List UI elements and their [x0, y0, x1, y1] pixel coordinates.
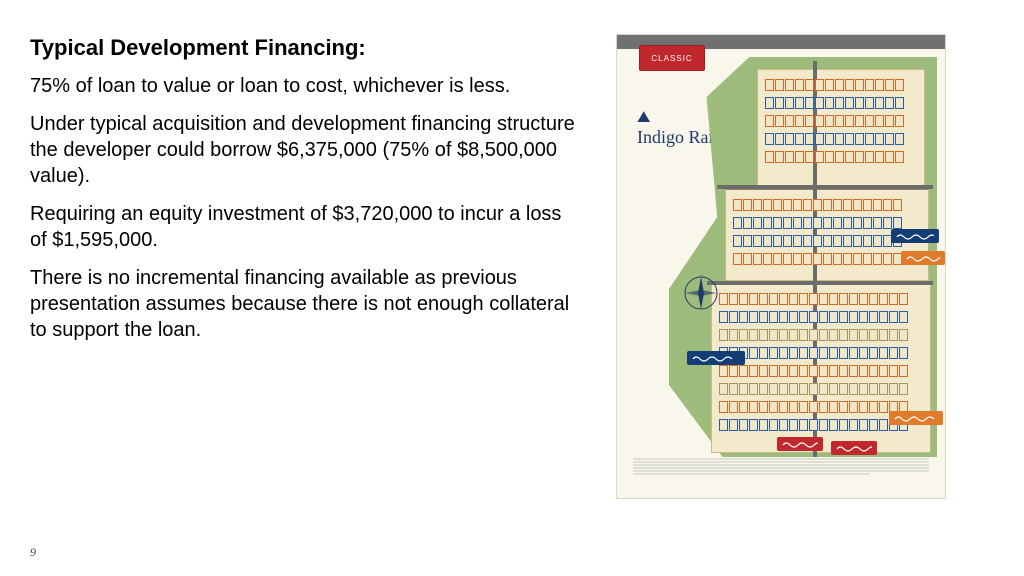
lot-row: [733, 217, 902, 229]
lot-row: [719, 347, 908, 359]
map-column: CLASSIC ⛰ Indigo Ranch: [601, 34, 961, 499]
paragraph-1: 75% of loan to value or loan to cost, wh…: [30, 73, 575, 99]
lot-row: [733, 199, 902, 211]
svg-text:N: N: [699, 275, 703, 278]
lot-row: [733, 253, 902, 265]
lot-row: [765, 79, 904, 91]
paragraph-2: Under typical acquisition and developmen…: [30, 111, 575, 189]
neighborhood-tag: [687, 351, 745, 365]
neighborhood-tag: [901, 251, 945, 265]
lot-row: [719, 401, 908, 413]
neighborhood-tag: [831, 441, 877, 455]
lot-row: [765, 115, 904, 127]
text-column: Typical Development Financing: 75% of lo…: [30, 34, 575, 499]
road-horiz-1: [717, 185, 933, 189]
neighborhood-tag: [891, 229, 939, 243]
lot-row: [719, 329, 908, 341]
lot-row: [733, 235, 902, 247]
content-row: Typical Development Financing: 75% of lo…: [30, 34, 994, 499]
brand-tag: CLASSIC: [639, 45, 705, 71]
road-horiz-2: [707, 281, 933, 285]
lot-row: [719, 383, 908, 395]
map-fineprint: [633, 458, 929, 488]
brand-label: CLASSIC: [651, 54, 692, 63]
compass-rose-icon: N: [683, 275, 719, 311]
lot-row: [719, 365, 908, 377]
lot-row: [719, 311, 908, 323]
neighborhood-tag: [889, 411, 943, 425]
lot-row: [765, 133, 904, 145]
lot-row: [765, 151, 904, 163]
paragraph-4: There is no incremental financing availa…: [30, 265, 575, 343]
page-number: 9: [30, 545, 36, 560]
slide: Typical Development Financing: 75% of lo…: [0, 0, 1024, 576]
slide-title: Typical Development Financing:: [30, 34, 575, 63]
neighborhood-tag: [777, 437, 823, 451]
paragraph-3: Requiring an equity investment of $3,720…: [30, 201, 575, 253]
lot-row: [719, 419, 908, 431]
lot-row: [719, 293, 908, 305]
lot-row: [765, 97, 904, 109]
site-map: CLASSIC ⛰ Indigo Ranch: [616, 34, 946, 499]
